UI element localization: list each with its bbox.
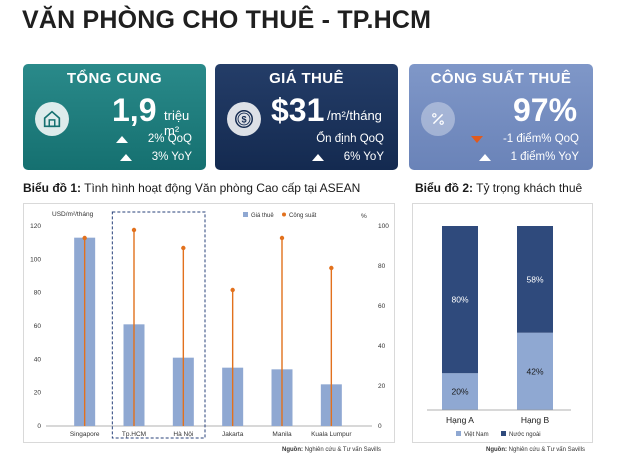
data-label-vietnam: 20%	[451, 387, 468, 397]
card-stat: 6% YoY	[311, 151, 384, 163]
source-label: Nguồn:	[282, 447, 303, 453]
y-axis-left-label: USD/m²/tháng	[52, 211, 94, 218]
chart1-source: Nguồn: Nghiên cứu & Tư vấn Savills	[282, 447, 381, 453]
card-title: TỔNG CUNG	[66, 70, 163, 87]
x-tick-label: Jakarta	[222, 431, 244, 438]
data-label-vietnam: 42%	[526, 366, 543, 376]
occupancy-point	[82, 235, 87, 241]
legend-label: Việt Nam	[464, 432, 489, 438]
card-value: 97%	[513, 92, 578, 128]
y-tick-right: 20	[378, 383, 386, 390]
chart1-caption: Biểu đồ 1: Tình hình hoạt động Văn phòng…	[23, 181, 360, 195]
card-unit: /m²/tháng	[327, 108, 382, 123]
y-tick-right: 80	[378, 263, 386, 270]
bar-foreign	[517, 226, 553, 333]
legend-swatch-rent	[243, 212, 248, 217]
card-stat-text: Ổn định QoQ	[316, 133, 384, 145]
chart2-caption-label: Biểu đồ 2:	[415, 181, 474, 195]
legend-swatch-vietnam	[456, 431, 461, 436]
page-title: VĂN PHÒNG CHO THUÊ - TP.HCM	[22, 6, 432, 34]
card-stat-text: 2% QoQ	[147, 133, 192, 145]
up-arrow-icon	[119, 153, 132, 161]
y-tick-left: 0	[37, 423, 41, 430]
source-text: Nghiên cứu & Tư vấn Savills	[507, 447, 585, 453]
svg-text:$: $	[241, 115, 246, 125]
percent-icon	[421, 102, 455, 136]
x-tick-label: Tp.HCM	[122, 431, 146, 438]
x-tick-label: Singapore	[70, 431, 100, 438]
x-tick-label: Hà Nội	[173, 431, 193, 438]
card-stat: 2% QoQ	[115, 133, 192, 145]
x-tick-label: Hạng B	[521, 415, 550, 425]
chart2-source: Nguồn: Nghiên cứu & Tư vấn Savills	[486, 447, 585, 453]
rent-card: GIÁ THUÊ $ $31 /m²/tháng Ổn định QoQ 6% …	[215, 64, 398, 170]
card-value: $31	[271, 92, 325, 128]
up-arrow-icon	[478, 153, 491, 161]
chart1-caption-label: Biểu đồ 1:	[23, 181, 82, 195]
up-arrow-icon	[311, 153, 324, 161]
occupancy-point	[181, 245, 186, 251]
occupancy-point	[279, 235, 285, 241]
data-label-foreign: 58%	[526, 274, 543, 284]
building-icon	[35, 102, 69, 136]
card-stat-text: 6% YoY	[343, 151, 384, 163]
bar-vietnam	[517, 332, 553, 410]
y-tick-left: 120	[30, 223, 41, 230]
occupancy-point	[329, 265, 334, 271]
x-tick-label: Manila	[272, 431, 292, 438]
card-stat-text: 1 điểm% YoY	[510, 151, 579, 163]
asean-office-chart: USD/m²/tháng % 0 20 40 60 80 100 120 0 20 40 60 80 100…	[30, 211, 389, 439]
y-tick-left: 100	[30, 256, 41, 263]
source-text: Nghiên cứu & Tư vấn Savills	[303, 447, 381, 453]
legend-swatch-foreign	[501, 431, 506, 436]
chart1-frame: USD/m²/tháng% 0 20 40 60 80 100 120 0 20 40 60 80 100…	[23, 203, 395, 443]
dollar-coin-icon: $	[227, 102, 261, 136]
y-tick-left: 80	[34, 290, 42, 297]
x-tick-label: Hạng A	[446, 415, 474, 425]
card-value: 1,9	[112, 92, 157, 128]
occupancy-point	[230, 287, 235, 293]
y-tick-left: 40	[34, 356, 42, 363]
legend-label: Công suất	[289, 213, 317, 219]
x-tick-label: Kuala Lumpur	[311, 431, 352, 438]
y-tick-right: 100	[378, 223, 389, 230]
occupancy-card: CÔNG SUẤT THUÊ 97% -1 điểm% QoQ 1 điểm% …	[409, 64, 593, 170]
y-tick-left: 60	[34, 323, 42, 330]
tenant-share-chart: 20% 80% Hạng A 42% 58% Hạng B Việt Nam Nước ngo…	[427, 226, 571, 438]
card-stat: Ổn định QoQ	[316, 133, 384, 145]
down-arrow-icon	[470, 135, 483, 143]
legend-swatch-occupancy	[282, 212, 286, 217]
card-title: GIÁ THUÊ	[269, 70, 344, 87]
chart2-frame: 20% 80% Hạng A 42% 58% Hạng B Việt Nam Nước ngo…	[412, 203, 593, 443]
legend-label: Nước ngoài	[509, 432, 541, 438]
card-stat: 3% YoY	[119, 151, 192, 163]
occupancy-point	[131, 227, 137, 233]
card-stat: -1 điểm% QoQ	[470, 133, 579, 145]
card-stat-text: 3% YoY	[151, 151, 192, 163]
card-title: CÔNG SUẤT THUÊ	[430, 70, 572, 87]
highlight-box	[111, 211, 206, 439]
chart2-caption: Biểu đồ 2: Tỷ trọng khách thuê	[415, 181, 582, 195]
card-unit: triệu m²	[164, 108, 190, 138]
legend-label: Giá thuê	[251, 213, 274, 219]
bar-foreign	[442, 226, 478, 374]
y-tick-right: 60	[378, 303, 386, 310]
card-stat-text: -1 điểm% QoQ	[502, 133, 579, 145]
source-label: Nguồn:	[486, 447, 507, 453]
chart1-caption-text: Tình hình hoạt động Văn phòng Cao cấp tạ…	[81, 181, 361, 195]
y-axis-right-label: %	[361, 213, 367, 220]
up-arrow-icon	[115, 135, 128, 143]
data-label-foreign: 80%	[451, 295, 468, 305]
y-tick-left: 20	[34, 390, 42, 397]
y-tick-right: 40	[378, 343, 386, 350]
chart2-caption-text: Tỷ trọng khách thuê	[473, 181, 583, 195]
y-tick-right: 0	[378, 423, 382, 430]
bar-vietnam	[442, 373, 478, 410]
supply-card: TỔNG CUNG 1,9 triệu m² 2% QoQ 3% YoY	[23, 64, 206, 170]
card-stat: 1 điểm% YoY	[478, 151, 579, 163]
